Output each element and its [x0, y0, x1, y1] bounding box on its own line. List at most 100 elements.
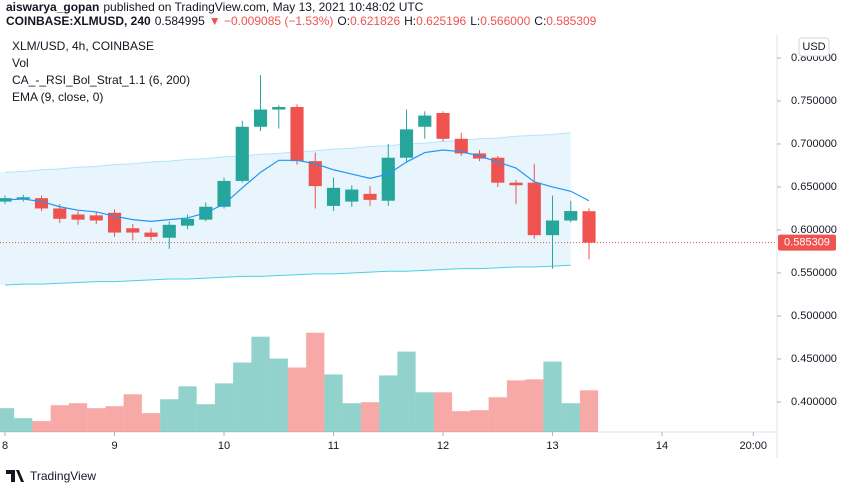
band-fill [0, 132, 571, 286]
candle-body [399, 129, 414, 158]
currency[interactable]: USD [802, 41, 825, 53]
header: aiswarya_gopan published on TradingView.c… [6, 0, 597, 28]
candle-body [363, 193, 377, 200]
candle-body [217, 180, 231, 207]
candle-body [71, 214, 85, 220]
volume-bar [105, 406, 124, 432]
candle-body [162, 224, 176, 238]
y-tick-label: 0.600000 [791, 224, 837, 236]
candle-body [491, 157, 505, 183]
volume-bar [543, 361, 562, 432]
volume-bar [68, 403, 88, 432]
candle-body [290, 106, 304, 162]
candle-body [454, 138, 468, 154]
candle-body [180, 218, 195, 226]
volume-bar [379, 375, 398, 432]
y-tick-label: 0.450000 [791, 353, 837, 365]
candle-body [527, 182, 541, 236]
volume-bar [579, 390, 599, 432]
currency-box[interactable] [798, 37, 830, 57]
volume-bar [433, 392, 453, 432]
volume-bar [342, 403, 361, 432]
axes: 0.8000000.7500000.7000000.6500000.600000… [2, 52, 837, 452]
band-upper [4, 132, 571, 173]
candle-body [326, 187, 341, 206]
y-tick-label: 0.700000 [791, 138, 837, 150]
legend-ema: EMA (9, close, 0) [12, 90, 103, 104]
volume-bar [178, 386, 197, 432]
candle-body [272, 106, 286, 110]
footer: TradingView [6, 469, 96, 483]
candle-body [345, 189, 359, 202]
volume-bar [14, 418, 33, 432]
x-tick-label: 10 [218, 440, 230, 452]
band-lower [4, 264, 571, 286]
author: aiswarya_gopan [6, 0, 99, 14]
y-tick-label: 0.500000 [791, 310, 837, 322]
legend: XLM/USD, 4h, COINBASE Vol CA_-_RSI_Bol_S… [12, 39, 190, 104]
x-tick-label: 13 [546, 440, 558, 452]
ema-line [4, 149, 590, 222]
x-tick-label: 8 [2, 440, 8, 452]
y-tick-label: 0.650000 [791, 181, 837, 193]
volume-bar [269, 358, 288, 432]
volume-bar [32, 421, 51, 432]
candle-body [107, 212, 122, 233]
volume-bar [470, 410, 489, 432]
candle-body [436, 113, 450, 139]
candle-body [34, 198, 49, 209]
symbol: COINBASE:XLMUSD, 240 [6, 14, 151, 28]
candle-body [126, 228, 140, 233]
candle-body [582, 211, 596, 243]
volume-bar [214, 383, 234, 432]
x-tick-label: 14 [656, 440, 668, 452]
volume-bar [123, 394, 142, 432]
y-tick-label: 0.750000 [791, 95, 837, 107]
brand-logo [6, 470, 24, 482]
candle-body [381, 157, 395, 201]
ohlc-key: C: [534, 14, 546, 28]
candle-body [53, 208, 67, 219]
volume-bar [561, 403, 580, 432]
candle-body [235, 126, 249, 181]
byline: aiswarya_gopan published on TradingView.c… [6, 0, 424, 14]
legend-title: XLM/USD, 4h, COINBASE [12, 39, 154, 53]
ohlc-value: 0.585309 [546, 14, 596, 28]
volume-bar [251, 336, 270, 432]
volume-bar [360, 402, 380, 432]
volume-bar [525, 379, 544, 432]
volume-bar [233, 362, 252, 432]
legend-strategy: CA_-_RSI_Bol_Strat_1.1 (6, 200) [12, 73, 190, 87]
x-tick-label: 11 [328, 440, 339, 452]
ohlc-key: O: [337, 14, 350, 28]
volume-bar [397, 351, 416, 432]
last-price-tag [778, 234, 836, 251]
volume-bar [141, 413, 161, 432]
brand: TradingView [30, 469, 96, 483]
x-tick-label: 12 [437, 440, 449, 452]
volume-bar [160, 399, 179, 432]
symbol-line: COINBASE:XLMUSD, 240 0.584995 ▼ −0.009085 … [6, 14, 597, 28]
ohlc-value: 0.621826 [350, 14, 400, 28]
volume-bar [87, 408, 106, 432]
volume-bar [415, 392, 434, 432]
candle-body [308, 161, 322, 187]
last-price-label: 0.585309 [784, 237, 830, 249]
volume-bar [50, 405, 69, 432]
y-tick-label: 0.400000 [791, 396, 837, 408]
price: 0.584995 [155, 14, 205, 28]
candle-body [545, 220, 560, 236]
volume-bar [306, 332, 325, 432]
x-tick-label: 9 [111, 440, 117, 452]
volume-bar [324, 374, 343, 432]
candle-body [418, 115, 432, 127]
ohlc-value: 0.566000 [480, 14, 530, 28]
volume-bar [0, 408, 15, 432]
change: ▼ −0.009085 (−1.53%) [209, 14, 334, 28]
candle-body [89, 215, 103, 221]
legend-volume: Vol [12, 56, 29, 70]
volume-bar [196, 404, 215, 432]
candle-body [509, 182, 523, 186]
ohlc-key: H: [404, 14, 416, 28]
